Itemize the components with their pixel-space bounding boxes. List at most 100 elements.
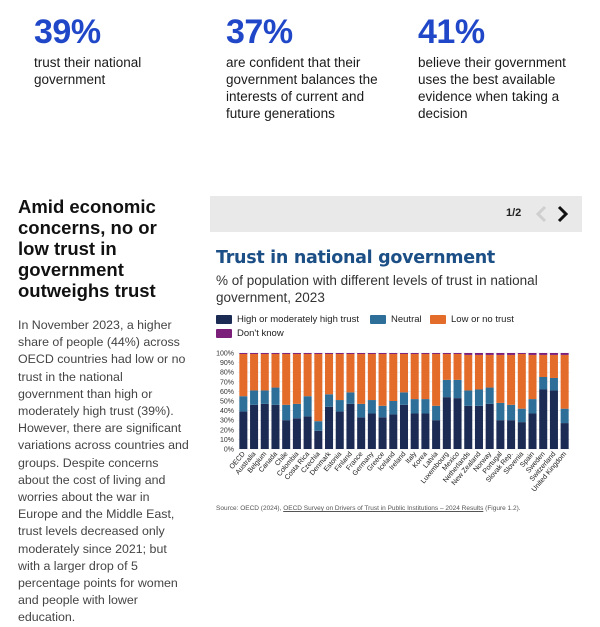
bar-segment-low bbox=[378, 353, 387, 406]
bar-segment-low bbox=[432, 353, 441, 406]
bar-segment-dontknow bbox=[335, 353, 344, 354]
bar-segment-dontknow bbox=[357, 353, 366, 354]
legend-item-high: High or moderately high trust bbox=[216, 314, 359, 325]
bar-segment-neutral bbox=[453, 379, 462, 399]
bar-segment-dontknow bbox=[560, 353, 569, 355]
bar-segment-dontknow bbox=[314, 353, 323, 354]
bar-segment-dontknow bbox=[507, 353, 516, 355]
chart-source: Source: OECD (2024), OECD Survey on Driv… bbox=[216, 505, 521, 512]
bar-segment-low bbox=[485, 354, 494, 388]
bar-segment-neutral bbox=[517, 408, 526, 423]
bar-segment-neutral bbox=[282, 404, 291, 421]
bar-segment-low bbox=[421, 353, 430, 400]
bar-segment-dontknow bbox=[453, 353, 462, 354]
legend-swatch bbox=[370, 315, 386, 324]
y-tick-label: 100% bbox=[216, 351, 234, 358]
bar-segment-high bbox=[507, 420, 516, 449]
bar-segment-high bbox=[410, 413, 419, 449]
page-indicator: 1/2 bbox=[506, 207, 522, 219]
bar-segment-dontknow bbox=[474, 353, 483, 355]
bar-segment-neutral bbox=[367, 400, 376, 414]
y-tick-label: 90% bbox=[220, 360, 234, 367]
bar-segment-dontknow bbox=[378, 353, 387, 354]
source-suffix: (Figure 1.2). bbox=[483, 505, 521, 512]
bar-segment-neutral bbox=[496, 402, 505, 421]
stat-value: 41% bbox=[418, 13, 485, 51]
bar-segment-high bbox=[528, 413, 537, 449]
bar-segment-high bbox=[367, 413, 376, 449]
bar-segment-high bbox=[292, 418, 301, 449]
bar-segment-low bbox=[474, 354, 483, 390]
legend-label: High or moderately high trust bbox=[237, 314, 359, 325]
bar-segment-neutral bbox=[560, 408, 569, 424]
source-link[interactable]: OECD Survey on Drivers of Trust in Publi… bbox=[283, 505, 484, 512]
bar-segment-high bbox=[357, 417, 366, 449]
bar-segment-neutral bbox=[378, 405, 387, 418]
bar-segment-neutral bbox=[335, 400, 344, 412]
article-body: In November 2023, a higher share of peop… bbox=[18, 318, 189, 625]
y-tick-label: 40% bbox=[220, 408, 234, 415]
bar-segment-high bbox=[442, 397, 451, 449]
bar-segment-low bbox=[239, 353, 248, 397]
y-tick-label: 0% bbox=[224, 447, 234, 454]
bar-segment-neutral bbox=[389, 401, 398, 415]
y-tick-label: 20% bbox=[220, 427, 234, 434]
bar-segment-low bbox=[314, 353, 323, 422]
bar-segment-high bbox=[453, 398, 462, 449]
bar-segment-high bbox=[239, 411, 248, 449]
bar-segment-neutral bbox=[325, 394, 334, 407]
chevron-right-icon[interactable] bbox=[552, 202, 572, 226]
bar-segment-low bbox=[346, 353, 355, 393]
bar-segment-dontknow bbox=[271, 353, 280, 354]
chart-subtitle: % of population with different levels of… bbox=[216, 273, 538, 305]
bar-segment-dontknow bbox=[442, 353, 451, 354]
y-tick-label: 50% bbox=[220, 399, 234, 406]
bar-segment-high bbox=[260, 403, 269, 449]
stat-text: believe their government uses the best a… bbox=[418, 55, 566, 121]
bar-segment-neutral bbox=[292, 403, 301, 419]
bar-segment-neutral bbox=[539, 377, 548, 390]
bar-segment-dontknow bbox=[410, 353, 419, 354]
bar-segment-low bbox=[282, 353, 291, 405]
bar-segment-neutral bbox=[507, 404, 516, 421]
bar-segment-dontknow bbox=[250, 353, 259, 354]
stacked-bar-chart: 0%10%20%30%40%50%60%70%80%90%100%OECDAus… bbox=[216, 351, 570, 493]
legend-item-neutral: Neutral bbox=[370, 314, 422, 325]
bar-segment-neutral bbox=[303, 396, 312, 417]
bar-segment-dontknow bbox=[399, 353, 409, 354]
bar-segment-high bbox=[560, 423, 569, 449]
bar-segment-dontknow bbox=[260, 353, 269, 354]
bar-segment-low bbox=[517, 353, 526, 409]
bar-segment-low bbox=[539, 354, 548, 377]
bar-segment-neutral bbox=[410, 399, 419, 414]
bar-segment-neutral bbox=[485, 387, 494, 404]
bar-segment-low bbox=[453, 353, 462, 380]
source-prefix: Source: OECD (2024), bbox=[216, 505, 284, 512]
bar-segment-dontknow bbox=[389, 353, 398, 354]
bar-segment-neutral bbox=[442, 379, 451, 398]
bar-segment-neutral bbox=[346, 392, 355, 404]
bar-segment-dontknow bbox=[464, 353, 473, 355]
bar-segment-dontknow bbox=[539, 353, 548, 355]
chevron-left-icon[interactable] bbox=[532, 202, 552, 226]
bar-segment-dontknow bbox=[432, 353, 441, 354]
bar-segment-dontknow bbox=[528, 353, 537, 355]
bar-segment-dontknow bbox=[239, 353, 248, 354]
chart-carousel-nav: 1/2 bbox=[210, 196, 582, 232]
stat-balance-interests: 37% are confident that their government … bbox=[226, 10, 396, 122]
bar-segment-neutral bbox=[528, 399, 537, 414]
bar-segment-low bbox=[410, 353, 419, 400]
bar-segment-low bbox=[335, 353, 344, 401]
article: Amid economic concerns, no or low trust … bbox=[18, 196, 190, 627]
bar-segment-low bbox=[442, 353, 451, 380]
bar-segment-low bbox=[271, 353, 280, 388]
bar-segment-high bbox=[464, 405, 473, 449]
bar-segment-neutral bbox=[314, 421, 323, 431]
bar-segment-low bbox=[528, 354, 537, 400]
legend-swatch bbox=[216, 315, 232, 324]
legend-label: Don't know bbox=[237, 328, 284, 339]
bar-segment-low bbox=[303, 353, 312, 397]
y-tick-label: 60% bbox=[220, 389, 234, 396]
stat-text: trust their national government bbox=[34, 55, 142, 87]
stat-text: are confident that their government bala… bbox=[226, 55, 378, 121]
